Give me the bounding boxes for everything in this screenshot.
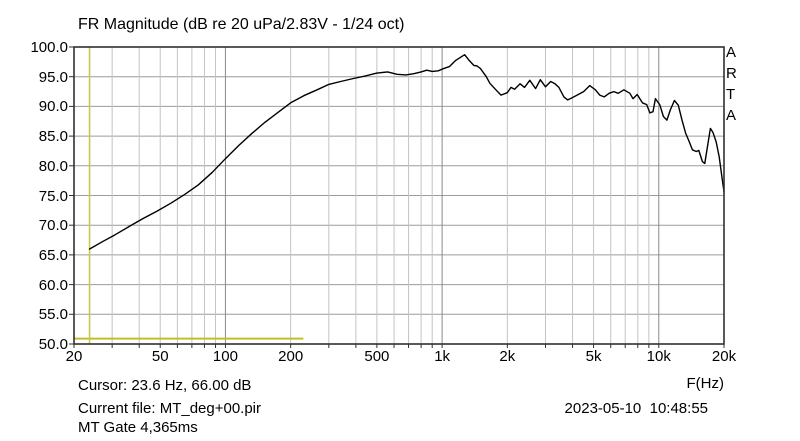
chart-title: FR Magnitude (dB re 20 uPa/2.83V - 1/24 … [78,16,405,33]
datetime-label: 2023-05-10 10:48:55 [564,400,708,417]
x-tick-label: 200 [278,348,304,365]
y-tick-label: 100.0 [30,39,68,56]
arta-watermark-letter: R [726,65,737,82]
x-tick-label: 2k [499,348,516,365]
plot-border [73,46,725,345]
arta-watermark-letter: T [726,86,736,103]
y-tick-label: 55.0 [38,306,68,324]
x-tick-label: 20 [65,348,83,365]
arta-watermark-letter: A [726,44,737,61]
x-tick-label: 10k [646,348,671,365]
x-tick-label: 500 [364,348,390,365]
x-tick-label: 100 [212,348,238,365]
y-tick-label: 80.0 [38,157,68,175]
y-tick-label: 60.0 [38,276,68,294]
x-tick-label: 5k [585,348,602,365]
gate-label: MT Gate 4,365ms [78,419,198,436]
y-tick-label: 85.0 [38,128,68,146]
y-tick-label: 90.0 [38,98,68,116]
y-tick-label: 75.0 [38,187,68,205]
x-tick-label: 1k [434,348,451,365]
y-tick-label: 50.0 [38,336,68,353]
x-tick-label: 50 [151,348,169,365]
y-tick-label: 65.0 [38,246,68,264]
cursor-readout: Cursor: 23.6 Hz, 66.00 dB [78,377,252,394]
x-axis-unit-label: F(Hz) [686,375,725,392]
fr-magnitude-curve [88,54,725,250]
current-file-label: Current file: MT_deg+00.pir [78,400,262,417]
y-tick-label: 95.0 [38,68,68,86]
arta-watermark-letter: A [726,107,737,124]
x-tick-label: 20k [711,348,737,365]
y-tick-label: 70.0 [38,217,68,235]
